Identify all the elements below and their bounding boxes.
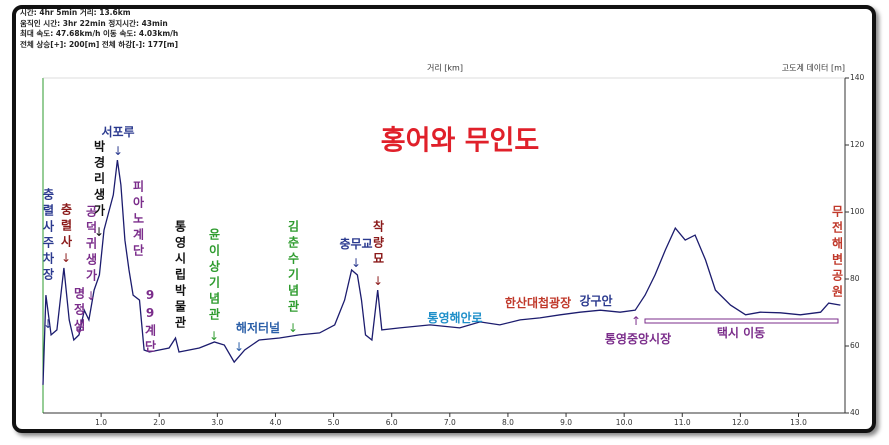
x-tick-label: 13.0 <box>790 418 807 427</box>
y-tick-label: 60 <box>850 341 860 350</box>
annotation-arrow: ↓ <box>60 251 72 265</box>
annotation: 강구안 <box>579 294 613 308</box>
frame <box>12 5 876 433</box>
y-axis-label: 고도계 데이터 [m] <box>782 63 845 73</box>
x-tick-label: 3.0 <box>211 418 223 427</box>
annotation: 충무교 <box>339 237 373 251</box>
annotation-arrow: ↓ <box>233 340 245 354</box>
annotation-arrow: ↓ <box>85 289 97 303</box>
annotation: 김춘수기념관 <box>286 220 300 316</box>
annotation: 택시 이동 <box>716 326 766 340</box>
x-tick-label: 8.0 <box>502 418 514 427</box>
x-tick-label: 11.0 <box>674 418 691 427</box>
x-tick-label: 9.0 <box>560 418 572 427</box>
x-tick-label: 12.0 <box>732 418 749 427</box>
annotation-arrow: ↓ <box>93 225 105 239</box>
taxi-bracket <box>644 318 839 324</box>
annotation-arrow: ↓ <box>42 317 54 331</box>
y-tick-label: 100 <box>850 207 865 216</box>
chart-title: 홍어와 무인도 <box>380 125 540 157</box>
annotation: 한산대첩광장 <box>504 296 572 310</box>
annotation: 윤이상기념관 <box>207 228 221 324</box>
annotation: 착량묘 <box>371 220 385 268</box>
annotation: 충렬사주차장 <box>41 188 55 284</box>
stat-line: 최대 속도: 47.68km/h 이동 속도: 4.03km/h <box>20 29 179 38</box>
x-tick-label: 4.0 <box>269 418 281 427</box>
annotation-arrow: ↓ <box>350 256 362 270</box>
annotation-arrow: ↓ <box>208 329 220 343</box>
stat-line: 시간: 4hr 5min 거리: 13.6km <box>20 8 131 17</box>
x-tick-label: 5.0 <box>328 418 340 427</box>
annotation-arrow: ↓ <box>287 321 299 335</box>
x-tick-label: 2.0 <box>153 418 165 427</box>
x-tick-label: 7.0 <box>444 418 456 427</box>
y-tick-label: 140 <box>850 73 865 82</box>
annotation: 서포루 <box>101 125 135 139</box>
annotation-arrow: ↓ <box>372 274 384 288</box>
annotation: 해저터널 <box>235 321 281 335</box>
stats: 시간: 4hr 5min 거리: 13.6km 움직인 시간: 3hr 22min… <box>20 8 178 50</box>
x-tick-label: 10.0 <box>616 418 633 427</box>
annotation-arrow: ↓ <box>73 322 85 336</box>
annotation: 무전해변공원 <box>830 205 844 301</box>
annotation: 통영중앙시장 <box>604 332 672 346</box>
annotation: 피아노계단 <box>131 180 145 260</box>
elevation-line <box>42 160 841 385</box>
x-tick-label: 1.0 <box>95 418 107 427</box>
x-axis-label: 거리 [km] <box>427 64 463 73</box>
y-tick-label: 120 <box>850 140 865 149</box>
annotation-arrow: ↑ <box>630 314 642 328</box>
annotation: 충렬사 <box>59 203 73 251</box>
annotation-arrow: ↓ <box>112 144 124 158</box>
annotation: 통영해안로 <box>427 311 483 325</box>
annotation: 99계단 <box>143 288 157 356</box>
y-tick-label: 80 <box>850 274 860 283</box>
annotation: 공덕귀생가 <box>84 205 98 285</box>
annotation: 박경리생가 <box>92 140 106 220</box>
stat-line: 움직인 시간: 3hr 22min 정지시간: 43min <box>20 18 168 28</box>
stat-line: 전체 상승[+]: 200[m] 전체 하강[-]: 177[m] <box>20 39 179 49</box>
annotation: 명정샘 <box>72 287 86 335</box>
annotation: 통영시립박물관 <box>173 220 187 332</box>
y-tick-label: 40 <box>850 408 860 417</box>
x-tick-label: 6.0 <box>386 418 398 427</box>
